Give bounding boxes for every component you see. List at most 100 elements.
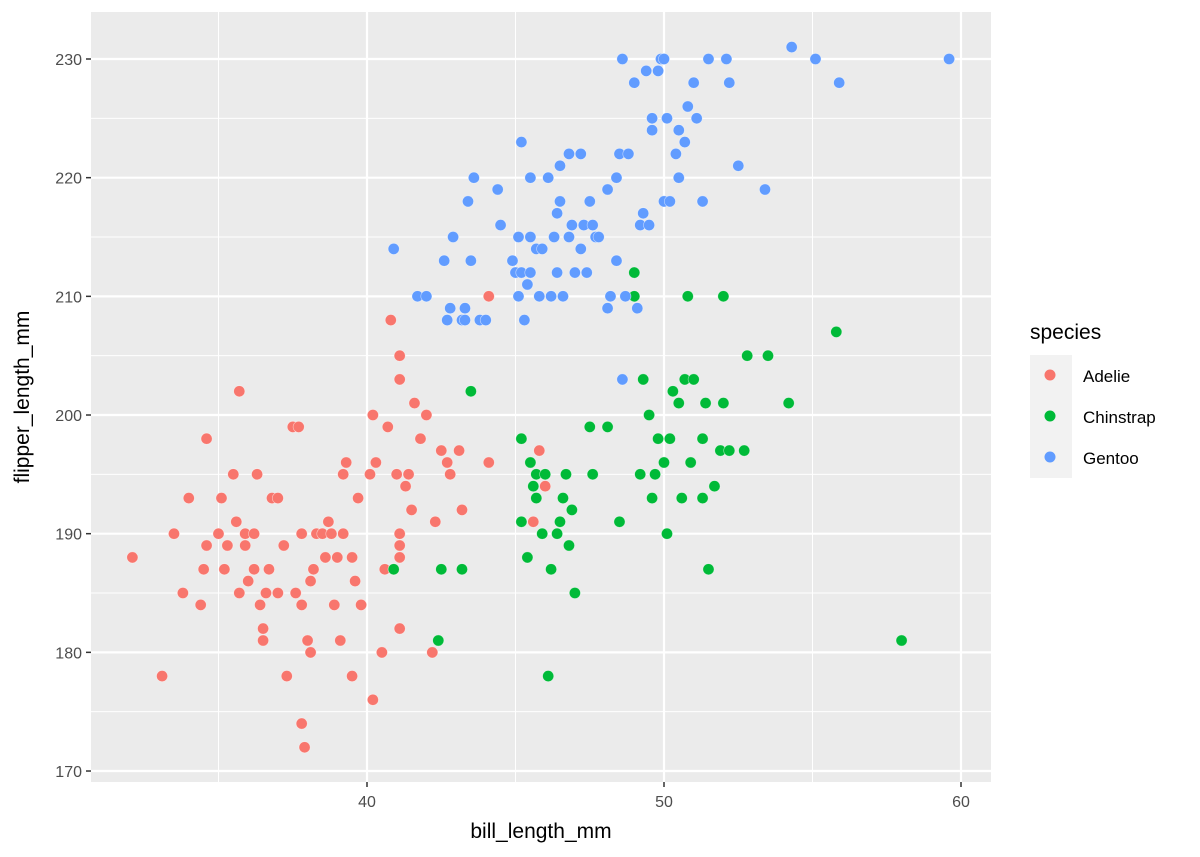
data-point-chinstrap: [539, 468, 552, 481]
data-point-gentoo: [616, 373, 629, 386]
data-point-gentoo: [551, 266, 563, 279]
data-point-gentoo: [574, 242, 587, 255]
data-point-gentoo: [494, 219, 507, 231]
data-point-gentoo: [548, 231, 560, 243]
data-point-gentoo: [459, 314, 471, 326]
data-point-adelie: [194, 599, 207, 611]
x-tick-label: 50: [655, 794, 673, 811]
y-tick-label: 180: [55, 645, 82, 662]
data-point-gentoo: [524, 171, 537, 184]
data-point-gentoo: [586, 219, 599, 231]
legend-entry-chinstrap: Chinstrap: [1044, 408, 1156, 427]
x-tick-label: 40: [358, 794, 376, 811]
data-point-adelie: [381, 420, 394, 433]
data-point-chinstrap: [723, 444, 736, 457]
data-point-gentoo: [604, 290, 617, 303]
data-point-gentoo: [574, 147, 587, 160]
data-point-gentoo: [759, 183, 771, 196]
data-point-adelie: [426, 646, 439, 659]
data-point-chinstrap: [830, 325, 843, 338]
legend-title: species: [1030, 321, 1101, 344]
adelie-dot-icon: [1044, 369, 1056, 381]
data-point-chinstrap: [551, 527, 563, 540]
data-point-chinstrap: [569, 587, 581, 599]
data-point-chinstrap: [646, 492, 658, 504]
data-point-adelie: [393, 373, 406, 386]
legend: species Adelie Chinstrap Gentoo: [1030, 321, 1156, 478]
data-point-adelie: [331, 551, 344, 564]
data-point-adelie: [420, 409, 433, 421]
data-point-chinstrap: [583, 420, 596, 433]
legend-label: Chinstrap: [1083, 408, 1156, 427]
data-point-adelie: [408, 397, 421, 409]
data-point-chinstrap: [536, 527, 549, 540]
gentoo-dot-icon: [1044, 451, 1056, 463]
data-point-chinstrap: [515, 432, 528, 445]
data-point-adelie: [453, 444, 465, 457]
data-point-adelie: [298, 741, 311, 754]
data-point-chinstrap: [782, 397, 795, 409]
data-point-chinstrap: [387, 563, 400, 576]
data-point-gentoo: [610, 171, 623, 184]
data-point-gentoo: [601, 183, 614, 196]
legend-entry-gentoo: Gentoo: [1044, 449, 1139, 468]
data-point-adelie: [369, 456, 382, 469]
data-point-adelie: [322, 515, 335, 528]
data-point-gentoo: [512, 290, 525, 303]
data-point-adelie: [230, 515, 243, 528]
y-tick-label: 200: [55, 408, 82, 425]
data-point-chinstrap: [667, 385, 679, 398]
data-point-gentoo: [521, 278, 534, 291]
data-point-chinstrap: [643, 409, 655, 421]
data-point-gentoo: [464, 254, 477, 267]
data-point-adelie: [156, 670, 168, 682]
data-point-gentoo: [643, 219, 655, 231]
data-point-gentoo: [723, 76, 736, 89]
data-point-adelie: [325, 527, 338, 540]
legend-entry-adelie: Adelie: [1044, 367, 1130, 386]
data-point-gentoo: [506, 254, 519, 267]
data-point-chinstrap: [741, 349, 754, 362]
data-point-adelie: [260, 587, 272, 599]
data-point-gentoo: [672, 124, 685, 137]
data-point-chinstrap: [586, 468, 599, 481]
data-point-chinstrap: [545, 563, 557, 576]
data-point-gentoo: [545, 290, 557, 303]
data-point-chinstrap: [684, 456, 697, 469]
data-point-adelie: [366, 409, 379, 421]
data-point-gentoo: [628, 76, 641, 89]
data-point-adelie: [242, 575, 255, 587]
legend-label: Adelie: [1083, 367, 1130, 386]
data-point-adelie: [182, 492, 195, 504]
data-point-gentoo: [610, 254, 623, 267]
data-point-adelie: [364, 468, 376, 481]
data-point-adelie: [375, 646, 388, 659]
data-point-gentoo: [447, 231, 459, 243]
data-point-gentoo: [420, 290, 433, 303]
data-point-adelie: [126, 551, 139, 564]
y-tick-label: 190: [55, 527, 82, 544]
data-point-adelie: [414, 432, 427, 445]
data-point-chinstrap: [762, 349, 774, 362]
data-point-adelie: [393, 349, 406, 362]
data-point-gentoo: [563, 147, 575, 160]
data-point-gentoo: [943, 53, 955, 65]
data-point-adelie: [218, 563, 231, 576]
data-point-adelie: [304, 575, 317, 587]
data-point-chinstrap: [530, 492, 543, 504]
data-point-chinstrap: [708, 480, 721, 493]
data-point-gentoo: [616, 53, 629, 65]
data-point-adelie: [337, 468, 350, 481]
data-point-gentoo: [640, 65, 653, 77]
data-point-adelie: [366, 693, 379, 706]
data-point-adelie: [482, 456, 495, 469]
data-point-gentoo: [563, 231, 575, 243]
data-point-adelie: [248, 527, 260, 540]
data-point-chinstrap: [675, 492, 688, 504]
data-point-adelie: [390, 468, 403, 481]
data-point-gentoo: [583, 195, 596, 208]
data-point-adelie: [456, 503, 468, 516]
data-point-chinstrap: [435, 563, 448, 576]
data-point-gentoo: [720, 53, 733, 65]
